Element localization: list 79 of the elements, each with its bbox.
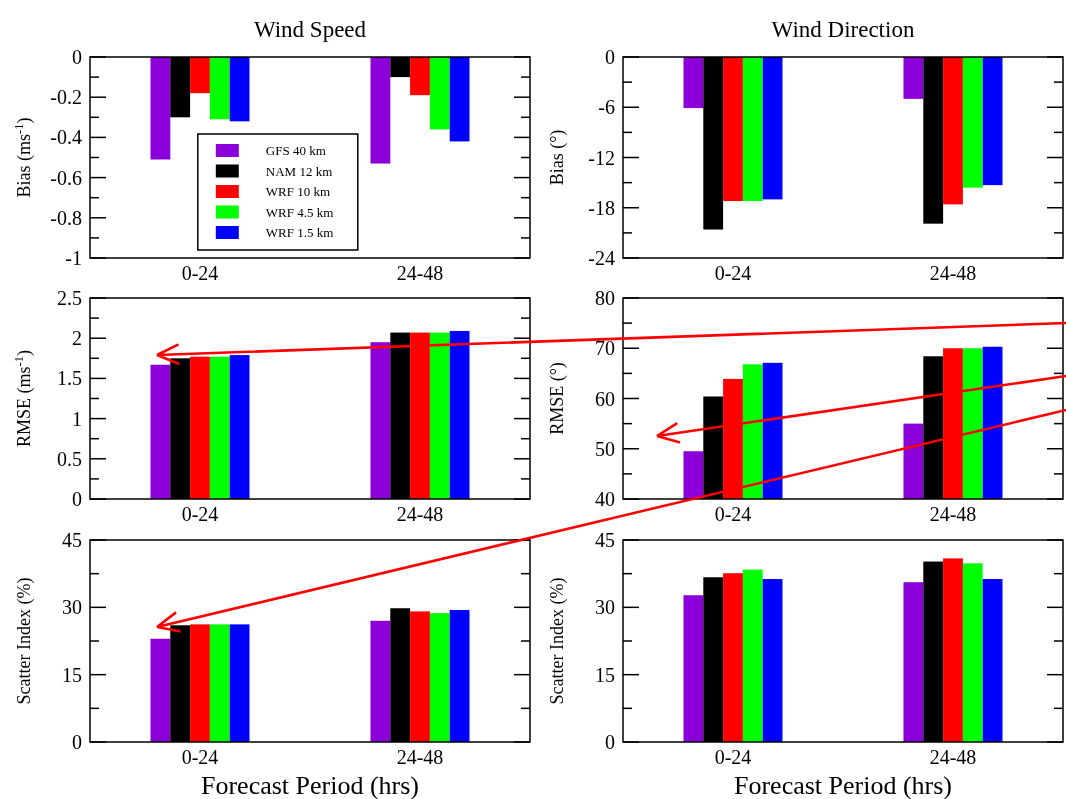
chart-title: Wind Speed — [253, 17, 367, 42]
y-tick-label: 50 — [595, 437, 615, 460]
y-axis-title: Scatter Index (%) — [14, 577, 35, 705]
y-tick-label: 2 — [72, 327, 82, 350]
x-tick-label: 0-24 — [181, 746, 219, 768]
y-tick-label: 45 — [595, 529, 615, 551]
y-axis-title: Bias (°) — [547, 129, 568, 186]
bar — [190, 624, 210, 742]
y-tick-label: 80 — [595, 287, 615, 309]
x-tick-label: 24-48 — [929, 503, 977, 525]
bar — [723, 573, 743, 742]
y-tick-label: 1.5 — [57, 367, 82, 390]
bar — [903, 582, 924, 742]
bar — [370, 342, 391, 499]
bar — [742, 569, 763, 742]
x-tick-label: 24-48 — [396, 262, 444, 284]
bar — [209, 624, 230, 742]
x-tick-label: 24-48 — [929, 746, 977, 768]
y-tick-label: 0 — [72, 46, 82, 68]
y-tick-label: 15 — [62, 663, 82, 686]
bar — [429, 613, 450, 742]
x-tick-label: 0-24 — [181, 503, 219, 525]
bar — [150, 364, 171, 499]
x-axis-title: Forecast Period (hrs) — [733, 771, 953, 799]
legend-label: NAM 12 km — [265, 163, 333, 179]
y-tick-label: -0.8 — [50, 206, 82, 229]
legend-label: WRF 4.5 km — [265, 204, 334, 220]
y-tick-label: -6 — [598, 96, 615, 119]
y-tick-label: -1 — [65, 247, 82, 269]
bar — [429, 332, 450, 499]
y-tick-label: 40 — [595, 488, 615, 510]
y-tick-label: -24 — [588, 247, 615, 269]
y-tick-label: -0.6 — [50, 166, 82, 189]
y-tick-label: 1 — [72, 407, 82, 430]
x-tick-label: 0-24 — [181, 262, 219, 284]
bar — [370, 620, 391, 742]
y-tick-label: -0.2 — [50, 86, 82, 109]
y-tick-label: 60 — [595, 387, 615, 410]
y-tick-label: 0 — [72, 488, 82, 510]
bar — [410, 611, 430, 742]
y-tick-label: 15 — [595, 663, 615, 686]
y-tick-label: 2.5 — [57, 287, 82, 309]
bar — [209, 356, 230, 499]
y-axis-title: RMSE (°) — [547, 362, 568, 435]
bar — [762, 579, 783, 742]
y-tick-label: 0.5 — [57, 447, 82, 470]
legend-label: GFS 40 km — [265, 143, 326, 159]
bar — [943, 558, 963, 742]
y-tick-label: 70 — [595, 337, 615, 360]
x-tick-label: 0-24 — [714, 503, 752, 525]
y-tick-label: 0 — [605, 731, 615, 753]
y-tick-label: 0 — [605, 46, 615, 68]
x-axis-title: Forecast Period (hrs) — [200, 771, 420, 799]
bar — [449, 330, 470, 499]
y-tick-label: 45 — [62, 529, 82, 551]
bar — [962, 563, 983, 742]
bar — [190, 356, 210, 499]
y-tick-label: 30 — [62, 596, 82, 619]
x-tick-label: 0-24 — [714, 262, 752, 284]
y-tick-label: -12 — [588, 146, 615, 169]
legend-label: WRF 10 km — [265, 184, 331, 200]
bar — [449, 610, 470, 742]
y-tick-label: -18 — [588, 196, 615, 219]
x-tick-label: 24-48 — [929, 262, 977, 284]
legend-label: WRF 1.5 km — [265, 225, 334, 241]
y-tick-label: -0.4 — [50, 126, 82, 149]
y-tick-label: 30 — [595, 596, 615, 619]
x-tick-label: 24-48 — [396, 503, 444, 525]
bar — [150, 638, 171, 742]
bar — [683, 595, 704, 742]
x-tick-label: 24-48 — [396, 746, 444, 768]
y-axis-title: Scatter Index (%) — [547, 577, 568, 705]
bar — [229, 355, 250, 499]
y-tick-label: 0 — [72, 731, 82, 753]
x-tick-label: 0-24 — [714, 746, 752, 768]
chart-title: Wind Direction — [771, 17, 915, 42]
bar — [410, 332, 430, 499]
bar — [229, 624, 250, 742]
bar — [982, 579, 1003, 742]
